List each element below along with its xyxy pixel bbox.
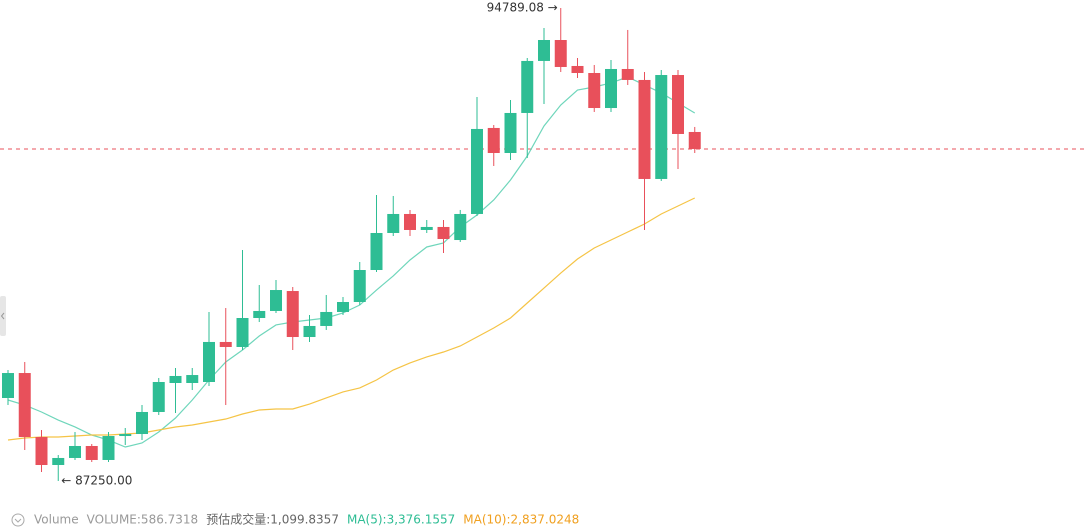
candle-body [69, 445, 81, 458]
ma-line [7, 76, 696, 448]
candle-body [152, 381, 165, 412]
candle-body [605, 68, 617, 109]
candle-body [588, 73, 601, 109]
candle-body [102, 436, 115, 460]
candle-body [404, 213, 416, 230]
candle-body [85, 445, 98, 460]
footer-item: MA(10):2,837.0248 [463, 513, 579, 527]
candle-body [688, 131, 701, 149]
candle-body [638, 79, 651, 179]
candle-body [420, 226, 433, 230]
candle-body [487, 127, 500, 153]
candle-body [320, 311, 333, 326]
footer-item: VOLUME:586.7318 [87, 513, 199, 527]
candle-body [119, 434, 132, 437]
candle-body [353, 270, 366, 303]
candle-body [286, 291, 299, 338]
candle-body [186, 375, 199, 384]
candle-body [504, 112, 517, 153]
candle-body [387, 213, 400, 233]
footer-item: 预估成交量:1,099.8357 [206, 512, 339, 527]
candle-body [169, 375, 182, 384]
footer-item: MA(5):3,376.1557 [347, 513, 455, 527]
collapse-icon[interactable] [11, 513, 25, 527]
footer: Volume VOLUME:586.7318 预估成交量:1,099.8357 MA(… [34, 512, 579, 527]
footer-item: Volume [34, 513, 79, 527]
candle-body [655, 75, 668, 179]
candle-body [370, 232, 383, 271]
candle-body [303, 325, 316, 338]
candle-body [672, 75, 684, 134]
candle-body [253, 310, 266, 319]
candle-body [521, 60, 534, 113]
ma-line [7, 197, 696, 441]
candle-body [136, 411, 148, 435]
low-label: ← 87250.00 [61, 474, 132, 488]
candle-body [471, 128, 483, 214]
candle-body [554, 40, 567, 67]
candle-body [2, 373, 14, 398]
candle-body [454, 213, 467, 241]
candle-body [203, 341, 215, 382]
candle-body [270, 290, 282, 311]
candle-body [621, 68, 634, 80]
candle-body [18, 373, 31, 438]
candle-body [236, 318, 249, 347]
candle-body [52, 457, 65, 466]
candle-body [538, 40, 550, 61]
candle-body [571, 65, 584, 74]
collapse-chevron [14, 518, 22, 523]
side-tab-arrow [0, 312, 5, 320]
side-tab[interactable] [0, 296, 6, 336]
candle-body [35, 437, 48, 466]
candle-body [437, 226, 450, 240]
high-label: 94789.08 → [487, 1, 558, 15]
candle-body [337, 302, 349, 312]
candle-body [219, 341, 232, 347]
